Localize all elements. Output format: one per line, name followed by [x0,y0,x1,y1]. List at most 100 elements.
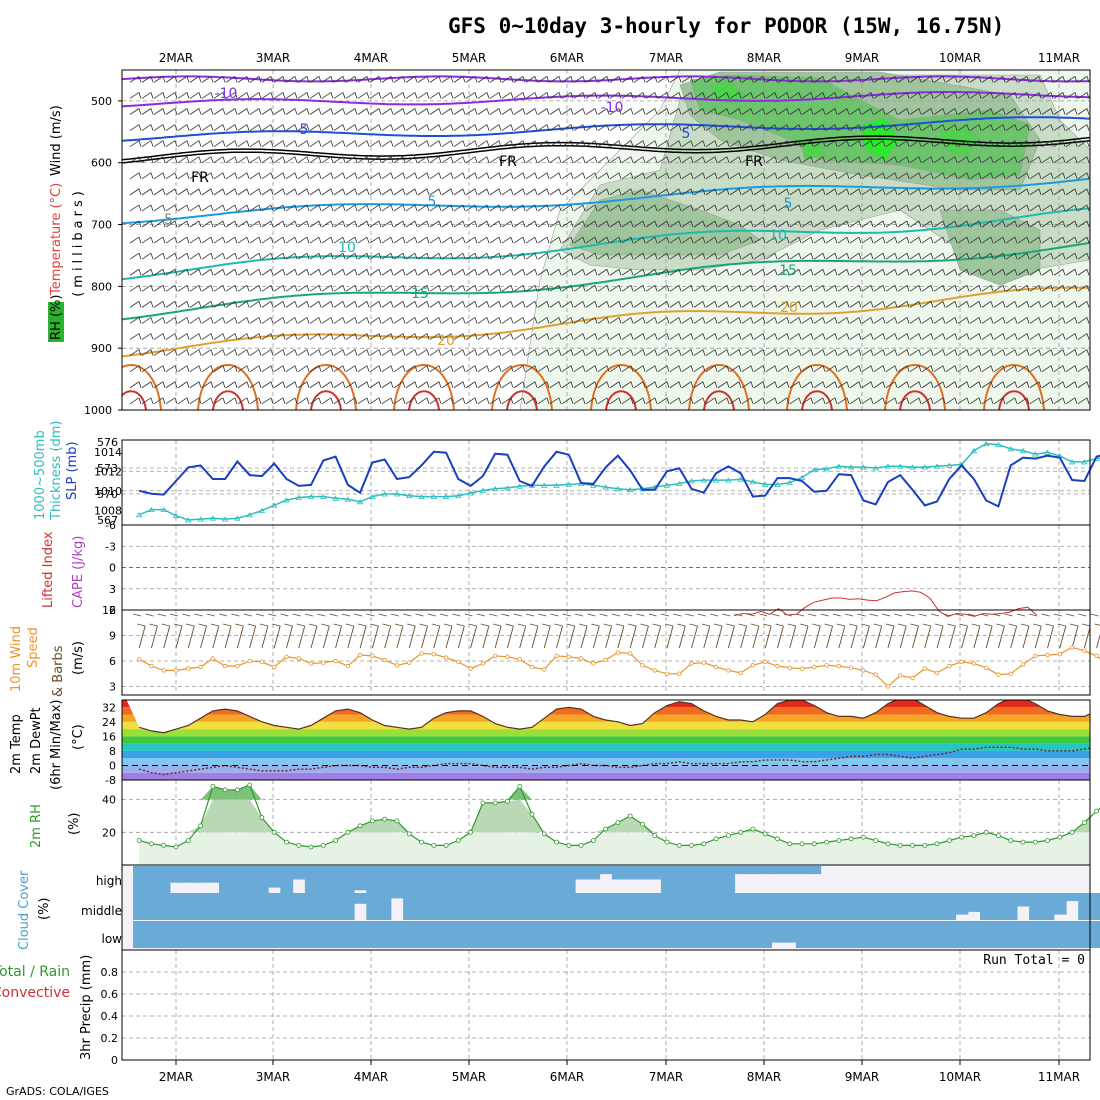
wind-barb [753,397,766,405]
wind-barb [249,108,262,115]
wind-barb [705,317,718,324]
wind-barb [489,156,502,164]
cloud-cell [390,921,404,948]
thickness-point [884,463,892,469]
wind-barb [1017,156,1030,164]
wind-barb [621,301,634,308]
rh2m-point [1082,820,1087,825]
wind10m-point [652,668,657,673]
wind-barb [873,349,886,356]
wind-barb [201,252,214,260]
cloud-cell [1041,893,1055,920]
wind-barb [201,236,214,244]
wind-barb [573,124,586,131]
wind-barb [1017,381,1030,389]
cloud-cell [697,893,711,920]
wind10m-point [787,665,792,670]
precip-panel: 0.80.60.40.20 Run Total = 0 Total / Rain… [0,949,1091,1067]
wind-barb [741,204,754,212]
wind-barb [177,108,190,115]
cloud-cell [538,866,551,893]
wind-barb [897,220,910,228]
wind-barb [1077,140,1090,147]
wind10m-barb [525,613,539,649]
upper-wind-barbs [129,76,1090,405]
wind-barb [945,365,958,373]
wind-barb [861,349,874,356]
cloud-cell [636,893,650,920]
cloud-cover-cells [122,865,1100,950]
wind10m-barb [1053,613,1067,649]
wind-barb [309,156,322,164]
wind-barb [393,252,406,260]
wind-barb [897,76,910,83]
wind-barb [417,188,430,196]
wind-barb [1053,172,1066,180]
wind-barb [417,349,430,356]
wind10m-point [836,663,842,669]
bottom-date-labels: 2MAR 3MAR 4MAR 5MAR 6MAR 7MAR 8MAR 9MAR 10MAR 11M… [159,1060,1080,1084]
rh2m-point [222,787,228,793]
wind-barb [177,268,190,276]
wind-barb [873,365,886,373]
wind-barb [693,140,706,147]
cloud-level-label: middle [81,904,122,918]
wind-barb [777,333,790,340]
wind-barb [465,172,478,180]
wind-barb [597,268,610,276]
contour-label: -10 [601,100,624,116]
wind-barb [561,236,574,244]
rh2m-point [394,818,400,824]
wind-barb [849,188,862,196]
wind10m-point [873,672,878,677]
wind-barb [669,317,682,324]
wind-barb [321,333,334,340]
wind-barb [789,76,802,83]
wind-barb [201,365,214,373]
wind-barb [681,365,694,373]
wind-barb [285,397,298,405]
thickness-point [614,486,622,492]
contour-minus-15 [122,75,1090,83]
precip-y-ticks: 0.80.60.40.20 [101,966,119,1067]
wind-barb [669,397,682,405]
wind10m-barb [280,613,293,649]
wind10m-barb [1065,613,1079,649]
wind-barb [669,301,682,308]
cloud-cell [599,893,613,920]
wind-barb [1077,76,1090,83]
precip-units-label: 3hr Precip (mm) [79,955,94,1060]
wind-barb [309,76,322,83]
wind-barb [429,76,442,83]
wind-barb [741,381,754,389]
cloud-cell [611,893,625,920]
wind-barb [705,301,718,308]
cloud-cell [1078,921,1092,948]
wind-barb [285,333,298,340]
rh2m-point [198,823,204,829]
wind-barb [825,381,838,389]
contour-25 [983,364,1045,410]
wind-barb [177,140,190,147]
rh2m-point [873,838,879,843]
rh2m-point [455,838,461,843]
date-label-top: 11MAR [1038,51,1080,65]
thickness-label-b: Thickness (dm) [49,421,64,521]
wind-barb [633,124,646,131]
cloud-cell [624,893,637,920]
wind10m-point [210,656,215,661]
wind-barb [369,381,382,389]
wind-barb [549,284,562,292]
thickness-point [749,479,757,485]
wind-barb [681,76,694,83]
wind10m-point [259,659,265,665]
wind-barb [393,397,406,405]
wind-barb [801,172,814,180]
wind-barb [153,172,166,180]
wind-barb [129,220,142,228]
wind10m-point [222,663,228,669]
wind-barb [561,156,574,164]
wind-barb [573,301,586,308]
thickness-point [1019,447,1027,454]
date-label-bottom: 6MAR [550,1070,585,1084]
